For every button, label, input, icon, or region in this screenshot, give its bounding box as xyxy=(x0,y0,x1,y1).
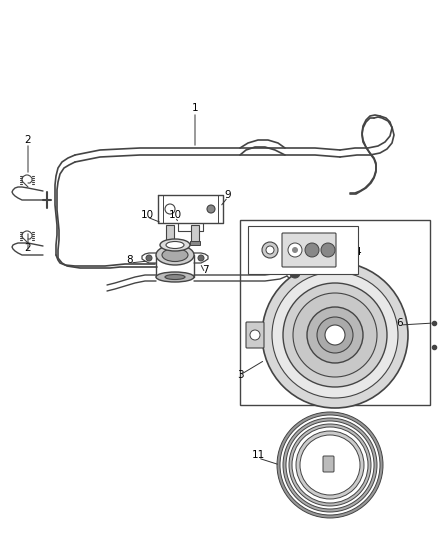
Ellipse shape xyxy=(165,274,185,279)
Bar xyxy=(240,220,430,405)
Circle shape xyxy=(307,307,363,363)
Bar xyxy=(191,225,199,243)
Bar xyxy=(166,225,174,243)
Circle shape xyxy=(146,255,152,261)
Circle shape xyxy=(262,242,278,258)
Circle shape xyxy=(300,435,360,495)
Circle shape xyxy=(277,412,383,518)
FancyBboxPatch shape xyxy=(246,322,264,348)
Circle shape xyxy=(286,421,374,509)
Ellipse shape xyxy=(166,241,184,248)
Circle shape xyxy=(290,268,300,278)
Circle shape xyxy=(283,418,377,512)
Ellipse shape xyxy=(156,272,194,282)
Circle shape xyxy=(296,431,364,499)
Circle shape xyxy=(289,424,371,506)
Circle shape xyxy=(262,262,408,408)
Circle shape xyxy=(292,247,298,253)
Text: 7: 7 xyxy=(201,265,208,275)
Circle shape xyxy=(305,243,319,257)
Text: 10: 10 xyxy=(169,210,182,220)
Circle shape xyxy=(292,427,368,503)
Bar xyxy=(190,241,200,245)
Text: 11: 11 xyxy=(251,450,265,460)
Text: 9: 9 xyxy=(225,190,231,200)
Circle shape xyxy=(272,272,398,398)
Ellipse shape xyxy=(162,248,188,262)
Circle shape xyxy=(283,283,387,387)
Circle shape xyxy=(165,204,175,214)
Circle shape xyxy=(325,325,345,345)
Text: 10: 10 xyxy=(141,210,154,220)
Text: 3: 3 xyxy=(237,370,244,380)
Text: 2: 2 xyxy=(25,243,31,253)
Circle shape xyxy=(198,255,204,261)
Circle shape xyxy=(266,246,274,254)
Circle shape xyxy=(207,205,215,213)
Ellipse shape xyxy=(156,245,194,265)
Circle shape xyxy=(280,415,380,515)
Bar xyxy=(248,226,358,274)
Text: 8: 8 xyxy=(127,255,133,265)
Circle shape xyxy=(288,243,302,257)
Text: 1: 1 xyxy=(192,103,198,113)
Circle shape xyxy=(321,243,335,257)
Circle shape xyxy=(317,317,353,353)
Ellipse shape xyxy=(160,239,190,251)
Text: 5: 5 xyxy=(274,227,280,237)
FancyBboxPatch shape xyxy=(282,233,336,267)
Circle shape xyxy=(293,293,377,377)
Bar xyxy=(165,241,175,245)
Circle shape xyxy=(250,330,260,340)
FancyBboxPatch shape xyxy=(323,456,334,472)
Text: 2: 2 xyxy=(25,135,31,145)
Text: 6: 6 xyxy=(397,318,403,328)
Text: 4: 4 xyxy=(355,247,361,257)
